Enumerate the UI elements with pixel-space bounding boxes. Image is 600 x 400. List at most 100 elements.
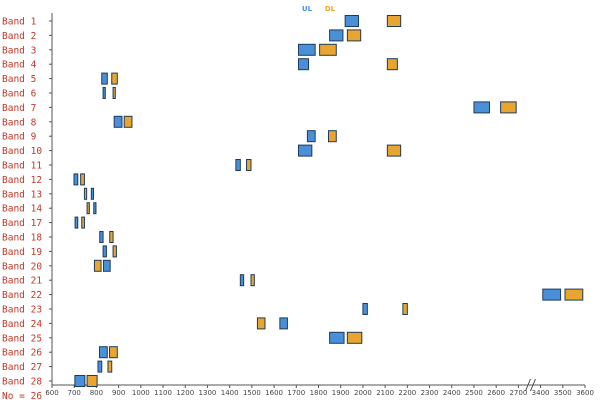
- ul-bar: [329, 29, 344, 42]
- band-count-label: No = 26: [2, 391, 42, 400]
- x-tick-label: 1800: [310, 389, 328, 397]
- dl-bar: [86, 202, 90, 215]
- dl-bar: [109, 346, 118, 359]
- x-tick-label: 3400: [532, 389, 550, 397]
- ul-bar: [74, 375, 86, 387]
- x-tick-label: 1600: [265, 389, 283, 397]
- ul-bar: [344, 15, 359, 27]
- band-label: Band 4: [2, 60, 37, 71]
- x-tick-label: 2300: [421, 389, 439, 397]
- ul-bar: [473, 101, 491, 114]
- band-label: Band 7: [2, 103, 36, 114]
- x-tick-label: 1400: [221, 389, 239, 397]
- ul-bar: [93, 202, 97, 215]
- ul-bar: [298, 144, 313, 157]
- x-tick-label: 3500: [554, 389, 572, 397]
- band-label: Band 9: [2, 132, 37, 143]
- dl-bar: [112, 87, 116, 99]
- x-tick-label: 2200: [398, 389, 416, 397]
- dl-bar: [83, 187, 88, 200]
- dl-bar: [386, 15, 402, 27]
- ul-bar: [102, 87, 106, 99]
- dl-bar: [81, 216, 85, 229]
- x-tick-label: 600: [45, 389, 58, 397]
- dl-bar: [319, 43, 337, 56]
- band-label: Band 24: [2, 319, 42, 330]
- dl-bar: [86, 375, 98, 387]
- x-tick-label: 1100: [154, 389, 172, 397]
- dl-bar: [250, 274, 255, 287]
- band-label: Band 21: [2, 276, 42, 287]
- band-label: Band 26: [2, 348, 42, 359]
- x-tick-label: 3600: [576, 389, 594, 397]
- band-label: Band 3: [2, 45, 36, 56]
- ul-bar: [102, 245, 107, 258]
- dl-bar: [111, 72, 118, 85]
- band-label: Band 27: [2, 362, 42, 373]
- ul-bar: [74, 216, 79, 229]
- x-tick-label: 800: [90, 389, 103, 397]
- dl-bar: [93, 259, 102, 272]
- legend-ul-label: UL: [302, 5, 313, 13]
- dl-bar: [80, 173, 85, 186]
- dl-bar: [402, 303, 408, 315]
- band-label: Band 2: [2, 31, 36, 42]
- band-label: Band 20: [2, 261, 42, 272]
- ul-bar: [542, 288, 562, 301]
- dl-bar: [109, 231, 114, 243]
- x-tick-label: 700: [68, 389, 81, 397]
- band-label: Band 5: [2, 74, 36, 85]
- x-tick-label: 2700: [509, 389, 527, 397]
- ul-bar: [90, 187, 95, 200]
- dl-bar: [112, 245, 117, 258]
- x-tick-label: 1300: [199, 389, 217, 397]
- ul-bar: [113, 115, 123, 128]
- ul-bar: [362, 303, 368, 315]
- band-label: Band 12: [2, 175, 42, 186]
- ul-bar: [99, 231, 104, 243]
- x-tick-label: 2500: [465, 389, 483, 397]
- dl-bar: [386, 144, 402, 157]
- ul-bar: [329, 331, 345, 344]
- band-label: Band 17: [2, 218, 42, 229]
- band-label: Band 13: [2, 189, 42, 200]
- x-tick-label: 900: [112, 389, 125, 397]
- dl-bar: [246, 159, 252, 171]
- x-tick-labels: 600 700 800 900 1000 1100 1200 1300 1400 1500 1600…: [45, 389, 594, 397]
- ul-bar: [298, 58, 310, 71]
- chart-axes: [49, 13, 586, 392]
- ul-bar: [306, 130, 316, 143]
- x-tick-label: 2600: [487, 389, 505, 397]
- band-label: Band 1: [2, 17, 37, 28]
- band-label: Band 8: [2, 117, 37, 128]
- legend-dl-label: DL: [325, 5, 336, 13]
- ul-bar: [235, 159, 241, 171]
- band-label: Band 6: [2, 89, 37, 100]
- band-label: Band 22: [2, 290, 42, 301]
- ul-bar: [279, 317, 288, 330]
- dl-bar: [123, 115, 133, 128]
- band-labels: Band 1 Band 2 Band 3 Band 4 Band 5 Band 6 Band…: [2, 17, 42, 388]
- chart-bars: [73, 15, 584, 387]
- dl-bar: [256, 317, 266, 330]
- dl-bar: [327, 130, 337, 143]
- ul-bar: [103, 259, 111, 272]
- x-tick-label: 1200: [176, 389, 194, 397]
- x-tick-label: 1900: [332, 389, 350, 397]
- x-tick-label: 1500: [243, 389, 261, 397]
- band-label: Band 11: [2, 161, 42, 172]
- ul-bar: [239, 274, 245, 287]
- x-tick-label: 2100: [376, 389, 394, 397]
- ul-bar: [101, 72, 108, 85]
- band-label: Band 28: [2, 377, 42, 388]
- band-label: Band 10: [2, 146, 42, 157]
- band-label: Band 18: [2, 233, 42, 244]
- x-tick-label: 2400: [443, 389, 461, 397]
- dl-bar: [500, 101, 517, 114]
- dl-bar: [564, 288, 584, 301]
- axis-break-mark: [530, 378, 536, 392]
- dl-bar: [346, 29, 362, 42]
- x-tick-label: 1700: [287, 389, 305, 397]
- x-tick-label: 1000: [132, 389, 150, 397]
